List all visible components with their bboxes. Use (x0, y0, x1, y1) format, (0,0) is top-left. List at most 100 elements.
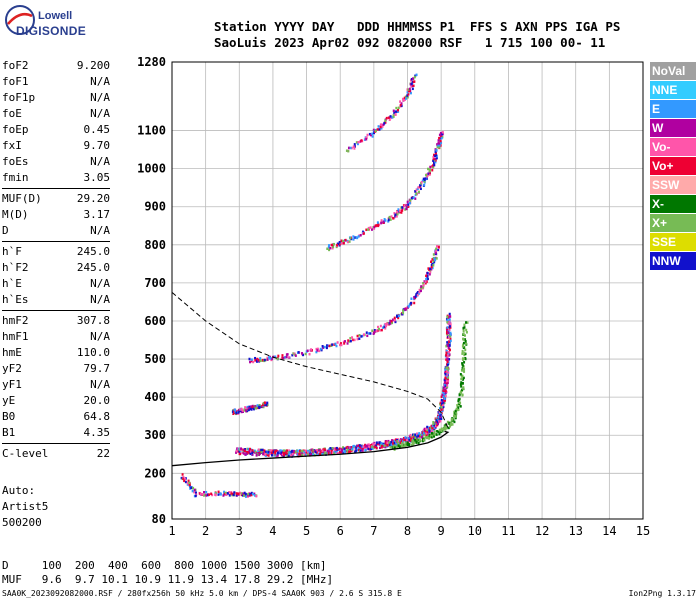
echo-point (448, 358, 451, 361)
echo-point (283, 449, 286, 452)
echo-point (351, 447, 354, 451)
param-row: h`E N/A (2, 276, 110, 292)
echo-point (361, 445, 364, 449)
density-profile-curve (171, 430, 450, 467)
echo-point (349, 146, 352, 150)
echo-point (450, 420, 453, 424)
echo-point (356, 444, 359, 448)
plot-border (171, 61, 644, 520)
echo-point (371, 135, 374, 138)
param-row: foF1p N/A (2, 90, 110, 106)
echo-point (408, 443, 411, 447)
echo-point (462, 337, 465, 341)
echo-point (383, 325, 386, 328)
param-name: C-level (2, 447, 49, 460)
echo-point (331, 246, 334, 250)
echo-point (362, 333, 365, 337)
echo-point (379, 324, 382, 328)
echo-point (401, 206, 404, 209)
echo-point (280, 453, 283, 457)
echo-point (442, 389, 445, 393)
echo-point (437, 411, 440, 414)
echo-point (266, 403, 269, 407)
echo-point (454, 409, 457, 413)
param-value: 9.70 (83, 139, 111, 152)
echo-point (465, 328, 468, 332)
echo-point (344, 238, 347, 242)
echo-point (439, 415, 442, 419)
echo-point (316, 449, 319, 452)
echo-point (262, 402, 265, 405)
echo-point (446, 363, 449, 367)
echo-point (445, 354, 448, 357)
echo-point (412, 80, 415, 83)
echo-point (241, 494, 244, 497)
echo-point (269, 356, 272, 360)
echo-point (361, 447, 364, 451)
echo-point (287, 356, 290, 359)
echo-point (286, 454, 289, 458)
echo-point (438, 432, 441, 436)
echo-point (266, 401, 269, 405)
echo-point (413, 295, 416, 299)
echo-point (286, 452, 289, 455)
scaled-parameters-panel: foF2 9.200 foF1 N/A foF1p N/A foE N/A foEp 0.45 fx… (2, 58, 110, 462)
echo-point (298, 452, 301, 456)
echo-point (461, 345, 464, 348)
param-value: 79.7 (83, 362, 111, 375)
echo-point (464, 340, 467, 343)
echo-point (448, 353, 451, 356)
echo-point (234, 408, 237, 412)
echo-point (376, 128, 379, 131)
echo-point (259, 357, 262, 360)
param-value: 245.0 (76, 261, 110, 274)
echo-point (327, 451, 330, 455)
echo-point (378, 443, 381, 446)
echo-point (376, 325, 379, 329)
echo-point (364, 448, 367, 452)
echo-point (276, 451, 279, 455)
echo-point (397, 106, 400, 110)
echo-point (397, 110, 400, 113)
echo-point (342, 241, 345, 245)
echo-point (238, 450, 241, 453)
echo-point (394, 320, 397, 324)
echo-point (342, 446, 345, 449)
echo-point (430, 268, 433, 271)
echo-point (407, 436, 410, 440)
x-tick-label: 4 (269, 524, 276, 538)
echo-point (205, 494, 208, 497)
echo-point (365, 444, 368, 448)
echo-point (423, 178, 426, 182)
echo-point (415, 73, 418, 77)
echo-point (246, 405, 249, 409)
echo-point (422, 438, 425, 442)
echo-point (347, 451, 350, 454)
echo-point (315, 453, 318, 457)
echo-point (329, 447, 332, 450)
echo-point (393, 446, 396, 450)
echo-point (202, 494, 205, 497)
echo-point (250, 448, 253, 452)
echo-point (377, 327, 380, 331)
echo-point (431, 434, 434, 437)
echo-point (438, 417, 441, 420)
echo-point (425, 427, 428, 431)
auto-label: Auto: (2, 484, 36, 497)
echo-point (432, 421, 435, 424)
echo-point (276, 357, 279, 361)
echo-point (184, 480, 187, 484)
param-row: fmin 3.05 (2, 170, 110, 186)
echo-point (294, 354, 297, 357)
echo-point (251, 492, 254, 496)
echo-point (449, 425, 452, 428)
echo-point (252, 405, 255, 409)
echo-point (249, 360, 252, 364)
echo-point (447, 331, 450, 335)
echo-point (254, 405, 257, 408)
echo-point (439, 419, 442, 423)
echo-point (444, 384, 447, 387)
echo-point (423, 280, 426, 283)
echo-point (440, 398, 443, 402)
echo-point (389, 115, 392, 118)
